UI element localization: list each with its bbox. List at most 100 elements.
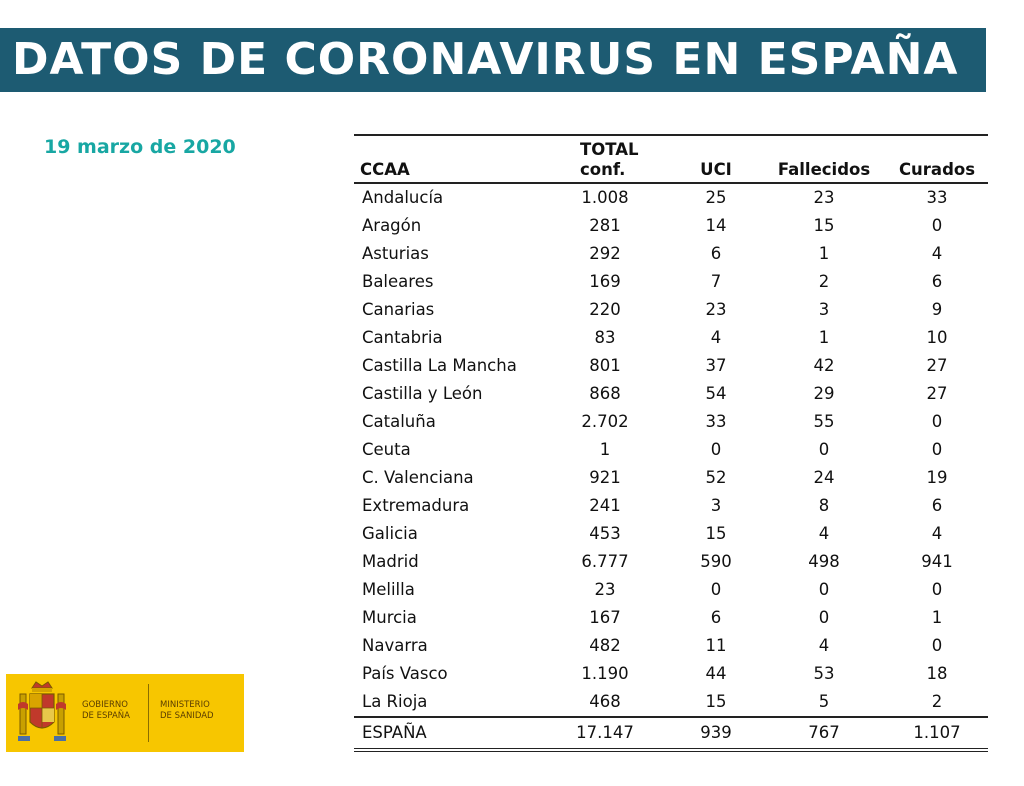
fallecidos-cell: 1 [818, 328, 830, 347]
fallecidos-cell: 53 [813, 664, 835, 683]
table-row: Castilla y León 868 54 29 27 [354, 380, 988, 408]
uci-cell: 15 [705, 524, 727, 543]
fallecidos-cell: 29 [813, 384, 835, 403]
column-header-curados: Curados [886, 134, 988, 184]
uci-cell: 14 [705, 216, 727, 235]
curados-cell: 10 [926, 328, 948, 347]
column-header-ccaa: CCAA [354, 134, 540, 184]
curados-cell: 6 [931, 272, 943, 291]
title-banner: DATOS DE CORONAVIRUS EN ESPAÑA [0, 28, 986, 92]
total-curados: 1.107 [886, 716, 988, 752]
region-cell: Andalucía [362, 188, 444, 207]
region-cell: C. Valenciana [362, 468, 474, 487]
region-cell: Castilla y León [362, 384, 483, 403]
region-cell: Murcia [362, 608, 417, 627]
region-cell: Extremadura [362, 496, 470, 515]
region-cell: Castilla La Mancha [362, 356, 517, 375]
curados-cell: 4 [931, 524, 943, 543]
table-row: Andalucía 1.008 25 23 33 [354, 183, 988, 212]
fallecidos-cell: 0 [818, 608, 830, 627]
fallecidos-cell: 4 [818, 524, 830, 543]
confirmed-cell: 1.190 [581, 664, 629, 683]
table-row: Navarra 482 11 4 0 [354, 632, 988, 660]
uci-cell: 6 [710, 608, 722, 627]
uci-cell: 54 [705, 384, 727, 403]
confirmed-cell: 921 [589, 468, 621, 487]
uci-cell: 3 [710, 496, 722, 515]
table-row: Extremadura 241 3 8 6 [354, 492, 988, 520]
confirmed-cell: 281 [589, 216, 621, 235]
confirmed-cell: 468 [589, 692, 621, 711]
fallecidos-cell: 1 [818, 244, 830, 263]
region-cell: Ceuta [362, 440, 411, 459]
table-row: La Rioja 468 15 5 2 [354, 688, 988, 717]
confirmed-cell: 6.777 [581, 552, 629, 571]
fallecidos-cell: 8 [818, 496, 830, 515]
curados-cell: 0 [931, 636, 943, 655]
uci-cell: 11 [705, 636, 727, 655]
table-row: Murcia 167 6 0 1 [354, 604, 988, 632]
coat-of-arms-icon [18, 681, 66, 741]
curados-cell: 27 [926, 356, 948, 375]
region-cell: Aragón [362, 216, 422, 235]
region-cell: Asturias [362, 244, 429, 263]
fallecidos-cell: 24 [813, 468, 835, 487]
fallecidos-cell: 15 [813, 216, 835, 235]
total-row: ESPAÑA 17.147 939 767 1.107 [354, 716, 988, 752]
table-row: Melilla 23 0 0 0 [354, 576, 988, 604]
table-row: Ceuta 1 0 0 0 [354, 436, 988, 464]
table-row: Aragón 281 14 15 0 [354, 212, 988, 240]
column-header-total-label: TOTAL conf. [580, 140, 639, 179]
curados-cell: 33 [926, 188, 948, 207]
region-cell: País Vasco [362, 664, 448, 683]
uci-cell: 52 [705, 468, 727, 487]
curados-cell: 0 [931, 580, 943, 599]
fallecidos-cell: 23 [813, 188, 835, 207]
logo-ministerio-text: MINISTERIO DE SANIDAD [160, 700, 214, 721]
curados-cell: 9 [931, 300, 943, 319]
table-body: Andalucía 1.008 25 23 33 Aragón 281 14 15 0 Asturi… [354, 183, 988, 717]
uci-cell: 7 [710, 272, 722, 291]
curados-cell: 1 [931, 608, 943, 627]
fallecidos-cell: 2 [818, 272, 830, 291]
fallecidos-cell: 4 [818, 636, 830, 655]
uci-cell: 4 [710, 328, 722, 347]
uci-cell: 0 [710, 440, 722, 459]
table-row: País Vasco 1.190 44 53 18 [354, 660, 988, 688]
fallecidos-cell: 0 [818, 440, 830, 459]
region-cell: Baleares [362, 272, 434, 291]
table-row: Asturias 292 6 1 4 [354, 240, 988, 268]
region-cell: Navarra [362, 636, 428, 655]
table-row: Cantabria 83 4 1 10 [354, 324, 988, 352]
government-logo: GOBIERNO DE ESPAÑA MINISTERIO DE SANIDAD [6, 674, 244, 752]
table-row: Cataluña 2.702 33 55 0 [354, 408, 988, 436]
uci-cell: 25 [705, 188, 727, 207]
table-row: Madrid 6.777 590 498 941 [354, 548, 988, 576]
table-row: Castilla La Mancha 801 37 42 27 [354, 352, 988, 380]
curados-cell: 18 [926, 664, 948, 683]
confirmed-cell: 167 [589, 608, 621, 627]
total-confirmed: 17.147 [540, 716, 670, 752]
total-fallecidos: 767 [762, 716, 886, 752]
uci-cell: 37 [705, 356, 727, 375]
fallecidos-cell: 498 [808, 552, 840, 571]
region-cell: Cataluña [362, 412, 436, 431]
table-footer: ESPAÑA 17.147 939 767 1.107 [354, 716, 988, 752]
confirmed-cell: 1 [599, 440, 611, 459]
uci-cell: 6 [710, 244, 722, 263]
confirmed-cell: 482 [589, 636, 621, 655]
curados-cell: 0 [931, 440, 943, 459]
header-row: CCAA TOTAL conf. UCI Fallecidos Curados [354, 134, 988, 184]
fallecidos-cell: 0 [818, 580, 830, 599]
table-row: C. Valenciana 921 52 24 19 [354, 464, 988, 492]
curados-cell: 2 [931, 692, 943, 711]
confirmed-cell: 23 [594, 580, 616, 599]
table-row: Baleares 169 7 2 6 [354, 268, 988, 296]
column-header-fallecidos: Fallecidos [762, 134, 886, 184]
region-cell: Galicia [362, 524, 418, 543]
column-header-total: TOTAL conf. [540, 134, 670, 184]
confirmed-cell: 241 [589, 496, 621, 515]
uci-cell: 44 [705, 664, 727, 683]
region-cell: Melilla [362, 580, 415, 599]
curados-cell: 6 [931, 496, 943, 515]
